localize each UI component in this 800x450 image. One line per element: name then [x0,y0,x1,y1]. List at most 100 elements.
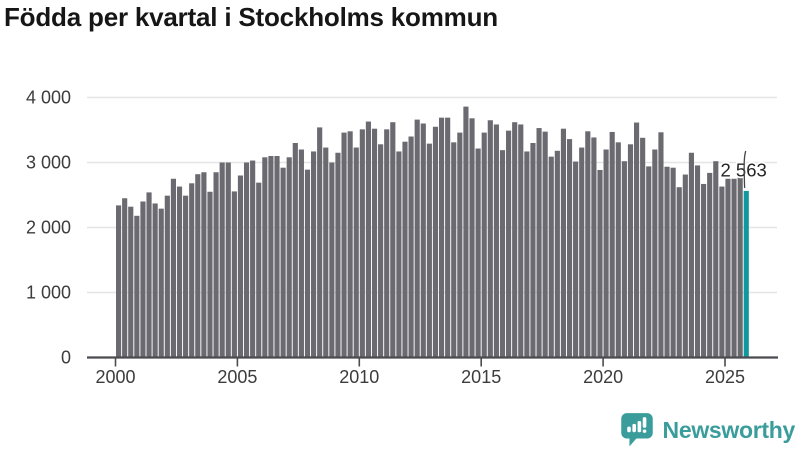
bar-2013-q1 [432,126,439,358]
x-tick-label-2000: 2000 [95,367,135,387]
bar-2015-q2 [487,120,493,358]
bar-2001-q4 [158,208,164,358]
bar-2004-q3 [225,162,231,358]
bar-2019-q3 [591,137,597,358]
bar-2015-q1 [481,132,487,358]
bar-2012-q1 [408,136,414,358]
bar-2004-q4 [231,191,237,358]
y-tick-label-1000: 1 000 [26,283,71,303]
bar-2006-q2 [268,156,274,358]
y-tick-label-2000: 2 000 [26,218,71,238]
bar-2004-q2 [219,162,225,358]
bar-2008-q4 [329,162,335,358]
bar-2025-q4 [743,190,749,358]
newsworthy-brand: Newsworthy [620,412,795,448]
bar-2007-q3 [298,149,304,358]
bar-2012-q2 [414,119,420,358]
highlight-leader-line [743,150,747,189]
bar-2003-q1 [189,183,195,358]
bar-2024-q2 [707,172,713,358]
bar-2010-q3 [371,128,378,358]
bar-2005-q2 [243,162,250,358]
bar-2013-q3 [445,117,451,358]
bar-2002-q4 [183,195,189,358]
x-tick-label-2015: 2015 [461,367,501,387]
bar-2011-q3 [396,151,402,358]
bar-2009-q2 [341,132,347,358]
bar-2021-q3 [640,137,646,358]
bar-2018-q3 [566,139,573,358]
bar-2006-q1 [262,157,268,358]
bar-2016-q1 [506,130,512,358]
x-tick-label-2025: 2025 [705,367,745,387]
bar-2008-q2 [317,127,323,358]
bar-2008-q3 [323,147,329,358]
bar-2000-q2 [122,198,128,358]
bar-2005-q1 [237,175,244,358]
bar-2022-q3 [664,166,670,358]
bar-2020-q4 [621,161,627,358]
bar-2001-q1 [140,201,146,358]
bar-2016-q2 [512,122,518,358]
bar-2011-q2 [390,122,396,358]
bar-2017-q2 [536,128,542,358]
bar-2005-q4 [256,182,262,358]
bar-2002-q3 [176,186,183,358]
bar-2019-q2 [585,131,591,358]
bar-2018-q4 [573,161,579,358]
bar-2017-q1 [530,143,536,358]
bar-2016-q4 [524,151,530,358]
y-tick-label-4000: 4 000 [26,88,71,108]
bar-2008-q1 [311,151,317,358]
bar-2021-q1 [627,144,634,358]
bar-2014-q4 [475,148,481,358]
bar-2000-q3 [128,206,134,358]
bar-2009-q4 [353,147,359,358]
bar-2023-q1 [676,187,682,358]
bar-2025-q1 [725,178,731,358]
bar-2010-q1 [359,129,365,358]
bar-2020-q1 [603,149,609,358]
chart-title: Födda per kvartal i Stockholms kommun [4,2,498,32]
bar-2007-q4 [304,169,311,358]
bar-2021-q4 [646,166,652,358]
bar-2009-q1 [335,152,341,358]
bar-2016-q3 [518,124,524,358]
bar-2012-q4 [426,143,432,358]
bar-2013-q4 [451,142,457,358]
bar-2018-q1 [554,150,560,358]
bar-2024-q1 [701,183,707,358]
brand-wordmark: Newsworthy [662,416,796,443]
bar-2010-q4 [378,144,384,358]
bar-2014-q3 [469,118,475,358]
bar-2006-q4 [280,167,286,358]
bar-2022-q1 [652,149,658,358]
bar-2003-q2 [195,174,201,358]
bar-2004-q1 [213,172,219,358]
bar-2015-q4 [499,150,506,358]
bar-2018-q2 [560,128,567,358]
bar-2019-q4 [597,169,603,358]
bar-2006-q3 [274,156,280,358]
bar-2005-q3 [250,160,256,358]
bar-2001-q3 [152,203,158,358]
bar-2013-q2 [438,117,445,358]
bar-2017-q4 [548,156,554,358]
bar-2022-q4 [670,167,676,358]
bar-2024-q3 [713,161,719,358]
births-per-quarter-bar-chart: 2000 2005 2010 2015 2020 2025 0 1 000 2 000 3 000… [26,88,778,387]
bar-2025-q3 [737,176,743,358]
bar-2025-q2 [731,178,737,358]
bar-2007-q1 [286,157,292,358]
bar-2014-q2 [463,106,469,358]
bar-2012-q3 [420,123,426,358]
bar-2001-q2 [146,192,152,358]
bar-2009-q3 [347,131,353,358]
bar-2003-q3 [201,172,207,358]
bar-2020-q2 [609,131,615,358]
bar-2024-q4 [719,186,725,358]
y-tick-label-0: 0 [61,348,71,368]
highlight-value-label: 2 563 [721,160,767,181]
bar-2020-q3 [615,142,621,358]
